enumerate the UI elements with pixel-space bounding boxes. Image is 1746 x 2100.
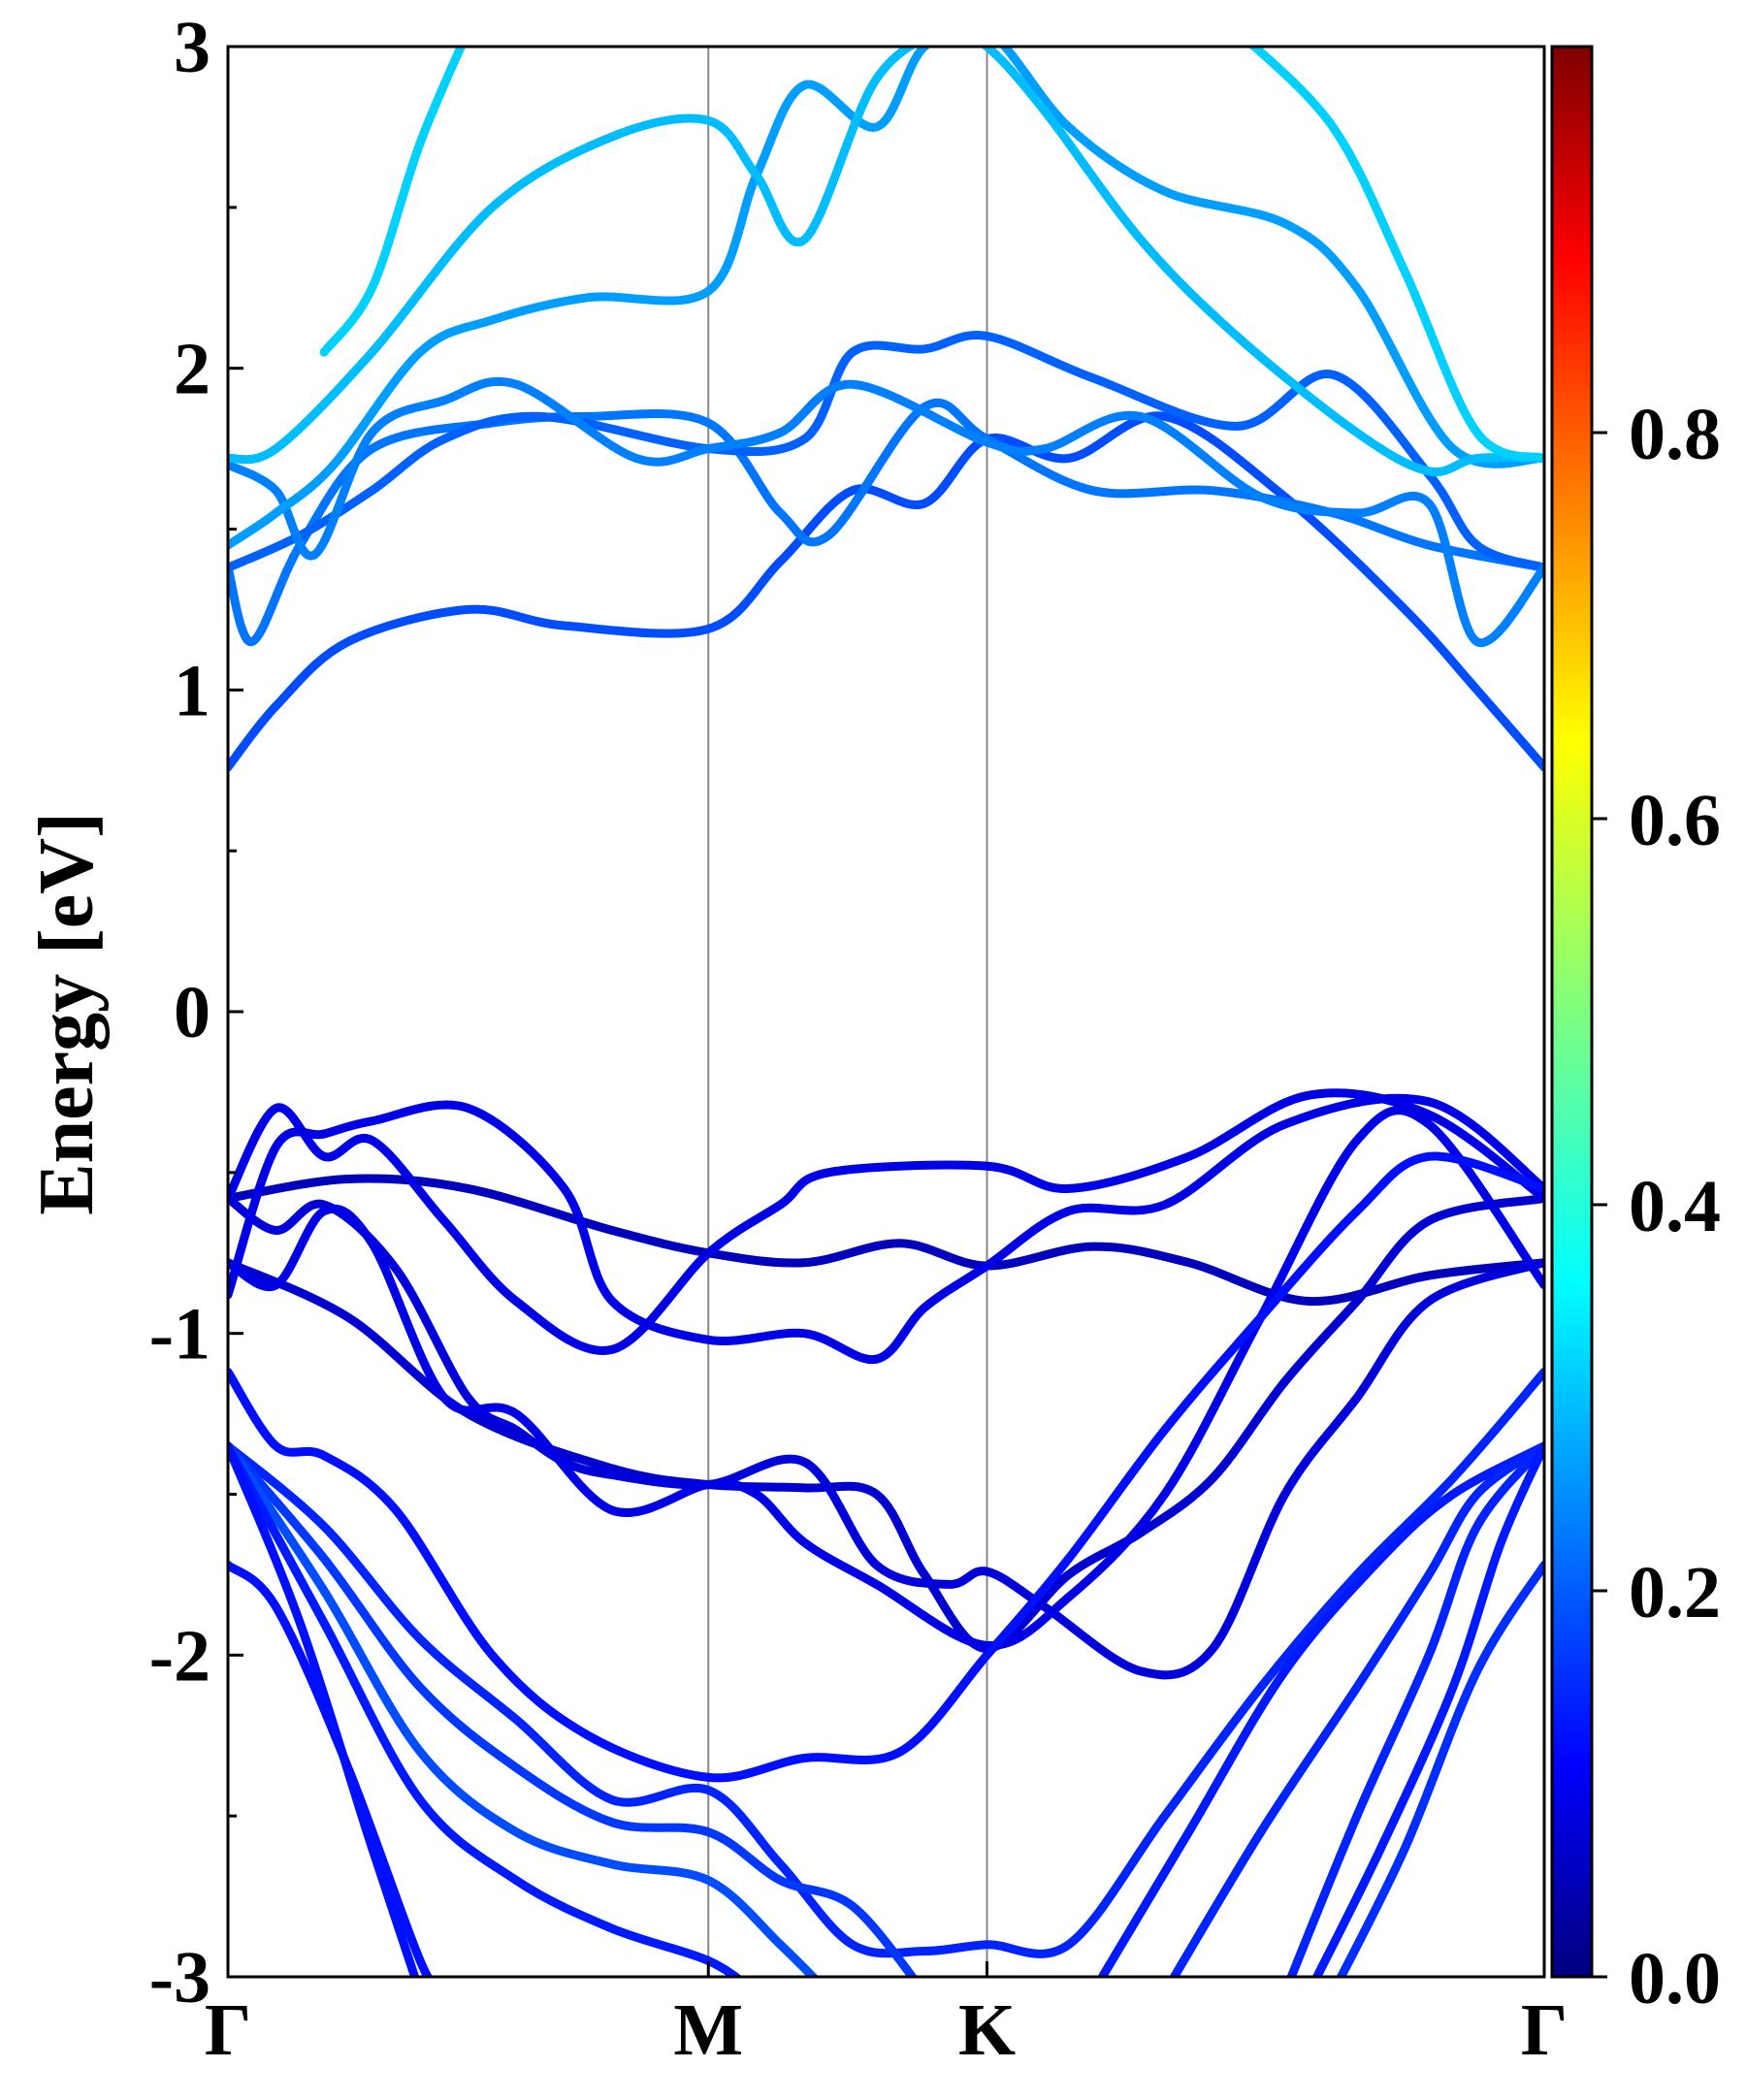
y-axis-label: Energy [eV] xyxy=(24,812,110,1214)
x-tick-label: K xyxy=(958,1989,1016,2071)
band-line-22 xyxy=(1097,1441,1544,1977)
band-line-6 xyxy=(228,47,1544,477)
band-line-14 xyxy=(228,1106,1544,1650)
plot-area xyxy=(228,47,1544,1977)
band-line-24 xyxy=(1336,1561,1544,1977)
y-tick-label: -3 xyxy=(149,1937,210,2019)
band-line-8 xyxy=(1247,47,1544,463)
band-line-11 xyxy=(228,1193,1544,1680)
band-line-13 xyxy=(228,1088,1544,1355)
y-tick-label: 2 xyxy=(174,329,210,410)
colorbar-tick-label: 0.2 xyxy=(1629,1552,1721,1633)
y-tick-label: 3 xyxy=(174,7,210,88)
x-tick-label: Γ xyxy=(205,1989,251,2071)
band-line-16 xyxy=(228,1368,1544,1958)
band-line-21 xyxy=(228,1441,420,1977)
band-line-7 xyxy=(319,47,467,357)
band-line-4 xyxy=(228,376,1544,648)
x-tick-label: Γ xyxy=(1521,1989,1568,2071)
band-line-10 xyxy=(228,1193,1544,1654)
colorbar-tick-label: 0.4 xyxy=(1629,1166,1721,1247)
colorbar: 0.0 0.2 0.4 0.6 0.8 xyxy=(1550,45,1721,2019)
x-tick-label: M xyxy=(673,1989,743,2071)
band-line-3 xyxy=(228,331,1544,572)
colorbar-tick-label: 0.8 xyxy=(1629,394,1721,475)
band-line-26 xyxy=(1311,1441,1544,1977)
band-line-23 xyxy=(1169,1441,1544,1977)
y-tick-label: -1 xyxy=(149,1294,210,1375)
colorbar-gradient xyxy=(1550,45,1594,1979)
y-tick-label: 0 xyxy=(174,972,210,1053)
colorbar-tick-label: 0.0 xyxy=(1629,1938,1721,2019)
colorbar-tick-label: 0.6 xyxy=(1629,780,1721,861)
y-tick-label: 1 xyxy=(174,650,210,731)
band-line-9 xyxy=(228,1174,1544,1307)
band-line-19 xyxy=(228,1441,743,1977)
band-line-25 xyxy=(1286,1441,1544,1977)
band-line-12 xyxy=(228,1093,1544,1365)
band-line-2 xyxy=(228,398,1544,647)
y-tick-label: -2 xyxy=(149,1615,210,1696)
band-line-17 xyxy=(228,1441,919,1977)
band-line-18 xyxy=(228,1441,820,1977)
bands xyxy=(228,47,1544,1977)
band-line-5 xyxy=(228,47,1544,550)
band-line-1 xyxy=(228,411,1544,772)
band-line-15 xyxy=(228,1151,1544,1783)
